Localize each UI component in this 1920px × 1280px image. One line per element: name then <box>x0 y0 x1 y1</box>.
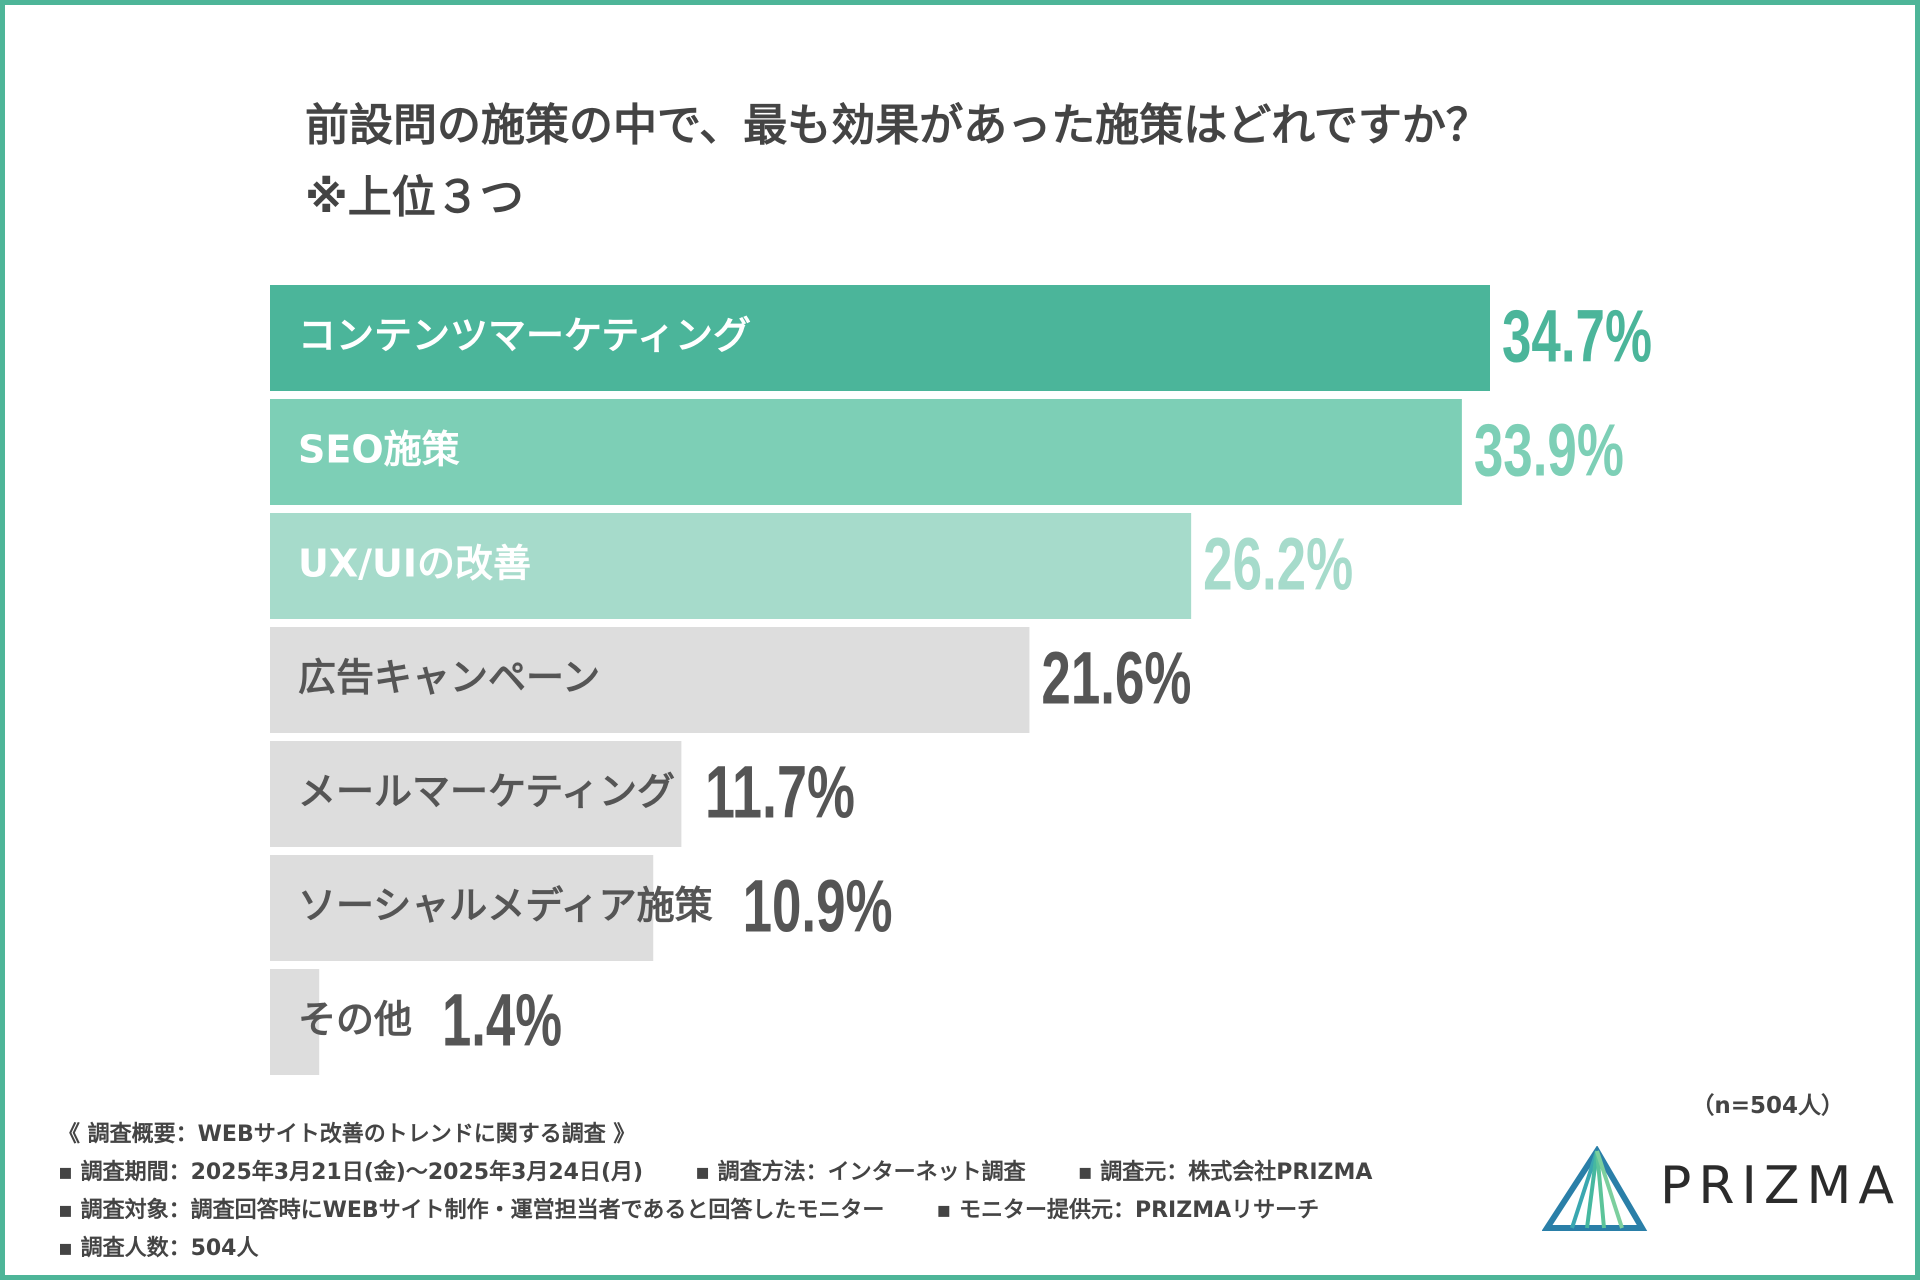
bar-0 <box>270 285 1490 391</box>
title-line-2: ※上位３つ <box>305 172 524 223</box>
bar-label-1: SEO施策 <box>298 428 460 472</box>
bar-label-5: ソーシャルメディア施策 <box>298 884 713 928</box>
prizma-logo: PRIZMA <box>1541 1145 1912 1236</box>
survey-summary: 《 調査概要：WEBサイト改善のトレンドに関する調査 》 ▪ 調査期間：2025… <box>58 1116 1424 1268</box>
survey-source: ▪ 調査元：株式会社PRIZMA <box>1077 1160 1373 1185</box>
bar-4 <box>270 741 682 847</box>
bar-5 <box>270 855 654 961</box>
value-label-1: 33.9% <box>1474 409 1624 492</box>
value-label-3: 21.6% <box>1041 637 1191 720</box>
bar-label-0: コンテンツマーケティング <box>298 314 751 358</box>
chart-title: 前設問の施策の中で、最も効果があった施策はどれですか？ ※上位３つ <box>305 90 1490 234</box>
prizma-logo-text: PRIZMA <box>1660 1156 1901 1216</box>
value-label-6: 1.4% <box>442 979 562 1062</box>
survey-count: ▪ 調査人数：504人 <box>58 1236 259 1261</box>
bar-label-3: 広告キャンペーン <box>298 656 600 700</box>
bar-1 <box>270 399 1462 505</box>
bar-3 <box>270 627 1030 733</box>
value-label-5: 10.9% <box>743 865 893 948</box>
bar-label-6: その他 <box>298 998 412 1042</box>
value-label-2: 26.2% <box>1203 523 1353 606</box>
bar-6 <box>270 969 320 1075</box>
survey-period: ▪ 調査期間：2025年3月21日(金)〜2025年3月24日(月) <box>58 1160 644 1185</box>
survey-heading: 《 調査概要：WEBサイト改善のトレンドに関する調査 》 <box>58 1122 636 1147</box>
sample-size: （n=504人） <box>1691 1093 1844 1119</box>
bar-label-4: メールマーケティング <box>298 770 675 814</box>
title-line-1: 前設問の施策の中で、最も効果があった施策はどれですか？ <box>305 100 1490 151</box>
value-label-4: 11.7% <box>705 751 855 834</box>
bar-label-2: UX/UIの改善 <box>298 542 531 586</box>
value-label-0: 34.7% <box>1502 295 1652 378</box>
prizma-logo-icon <box>1541 1145 1648 1231</box>
bar-2 <box>270 513 1192 619</box>
survey-method: ▪ 調査方法：インターネット調査 <box>695 1160 1026 1185</box>
survey-target: ▪ 調査対象：調査回答時にWEBサイト制作・運営担当者であると回答したモニター <box>58 1198 885 1223</box>
survey-provider: ▪ モニター提供元：PRIZMAリサーチ <box>936 1198 1320 1223</box>
